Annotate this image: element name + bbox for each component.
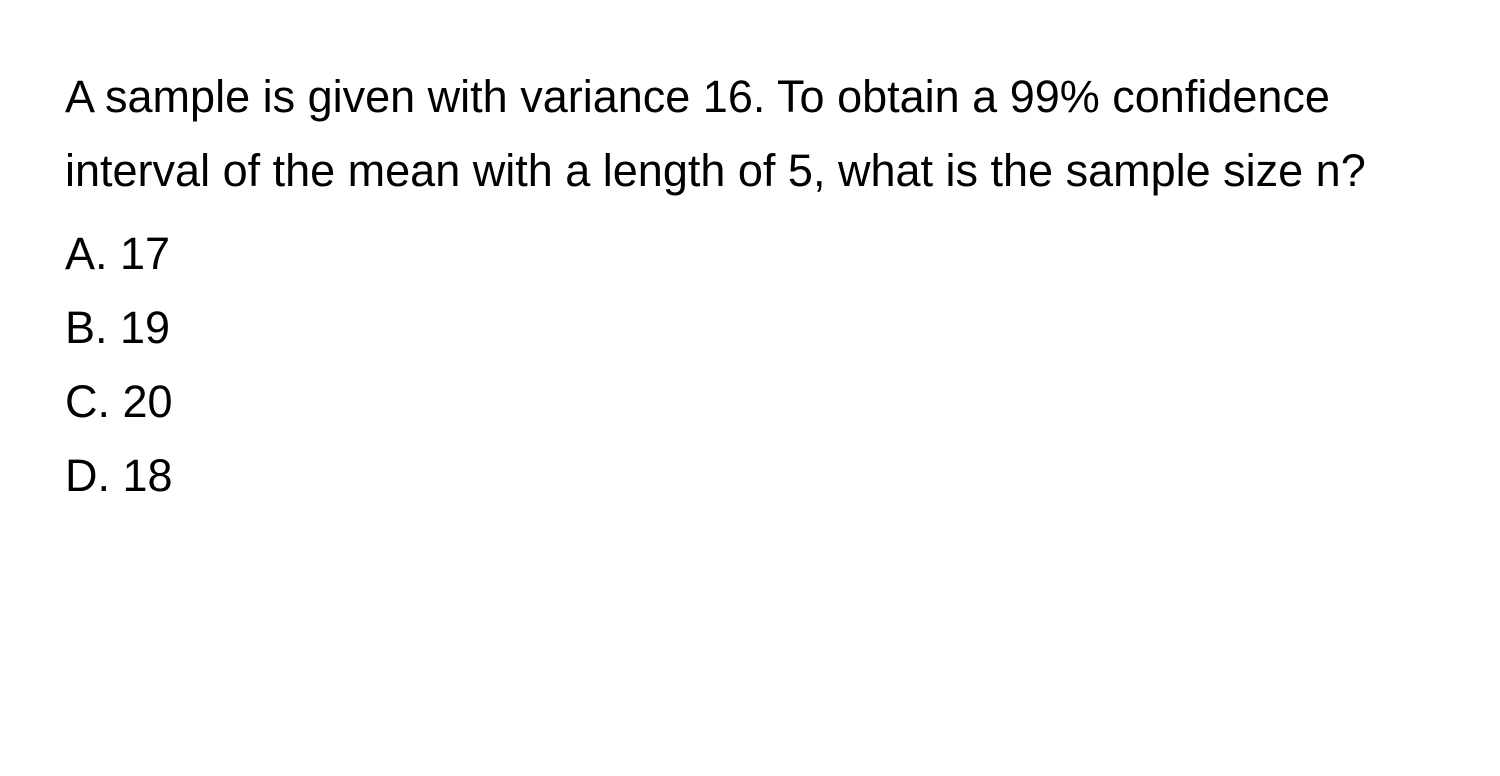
option-a: A. 17 [65,217,1435,291]
option-b: B. 19 [65,291,1435,365]
option-d: D. 18 [65,439,1435,513]
option-c: C. 20 [65,365,1435,439]
question-text: A sample is given with variance 16. To o… [65,60,1435,209]
